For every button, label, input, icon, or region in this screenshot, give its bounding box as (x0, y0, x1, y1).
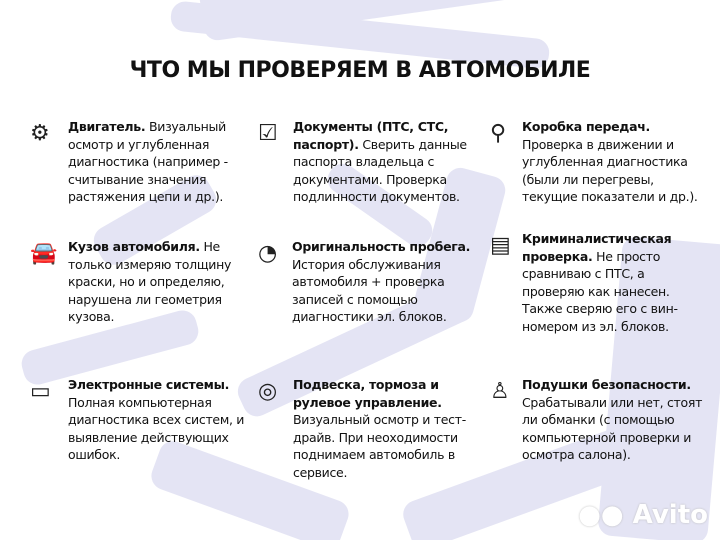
feature-text: Не просто сравниваю с ПТС, а проверяю ка… (522, 248, 678, 334)
feature-item: Двигатель. Визуальный осмотр и углубленн… (68, 118, 238, 206)
feature-item: Электронные системы. Полная компьютерная… (68, 376, 253, 464)
checkbox-icon: ☑ (258, 121, 278, 146)
battery-icon: ▭ (30, 379, 51, 404)
page-title: ЧТО МЫ ПРОВЕРЯЕМ В АВТОМОБИЛЕ (129, 58, 591, 83)
feature-text: Визуальный осмотр и углубленная диагност… (68, 119, 228, 204)
speedometer-icon: ◔ (258, 241, 278, 266)
feature-text: Полная компьютерная диагностика всех сис… (68, 394, 245, 463)
feature-title: Криминалистическая проверка. (522, 231, 672, 264)
feature-item: Кузов автомобиля. Не только измеряю толщ… (68, 238, 253, 326)
feature-title: Подушки безопасности. (522, 377, 691, 392)
feature-title: Подвеска, тормоза и рулевое управление. (293, 377, 442, 410)
feature-item: Документы (ПТС, СТС, паспорт). Сверить д… (293, 118, 473, 206)
car-body-icon: 🚘 (30, 241, 58, 266)
gearbox-icon: ⚲ (490, 121, 507, 146)
feature-text: Сверить данные паспорта владельца с доку… (293, 136, 467, 205)
engine-icon: ⚙ (30, 121, 50, 146)
feature-text: История обслуживания автомобиля + провер… (292, 256, 447, 325)
feature-text: Не только измеряю толщину краски, но и о… (68, 239, 232, 324)
feature-title: Документы (ПТС, СТС, паспорт). (293, 119, 449, 152)
feature-text: Проверка в движении и углубленная диагно… (522, 136, 698, 205)
feature-text: Срабатывали или нет, стоят ли обманки (с… (522, 394, 703, 463)
feature-title: Оригинальность пробега. (292, 239, 471, 254)
feature-title: Электронные системы. (68, 377, 230, 392)
feature-item: Оригинальность пробега. История обслужив… (292, 238, 472, 326)
brake-disc-icon: ◎ (258, 379, 278, 404)
certificate-icon: ▤ (490, 233, 511, 258)
feature-item: Подвеска, тормоза и рулевое управление. … (293, 376, 473, 481)
feature-text: Визуальный осмотр и тест-драйв. При неох… (293, 412, 466, 480)
feature-title: Коробка передач. (522, 119, 650, 134)
feature-item: Криминалистическая проверка. Не просто с… (522, 230, 707, 335)
avito-watermark: ●● Avito (578, 500, 708, 530)
feature-title: Двигатель. (68, 119, 146, 134)
feature-title: Кузов автомобиля. (68, 239, 200, 254)
feature-item: Подушки безопасности. Срабатывали или не… (522, 376, 707, 464)
airbag-icon: ♙ (490, 379, 510, 404)
feature-item: Коробка передач. Проверка в движении и у… (522, 118, 707, 206)
